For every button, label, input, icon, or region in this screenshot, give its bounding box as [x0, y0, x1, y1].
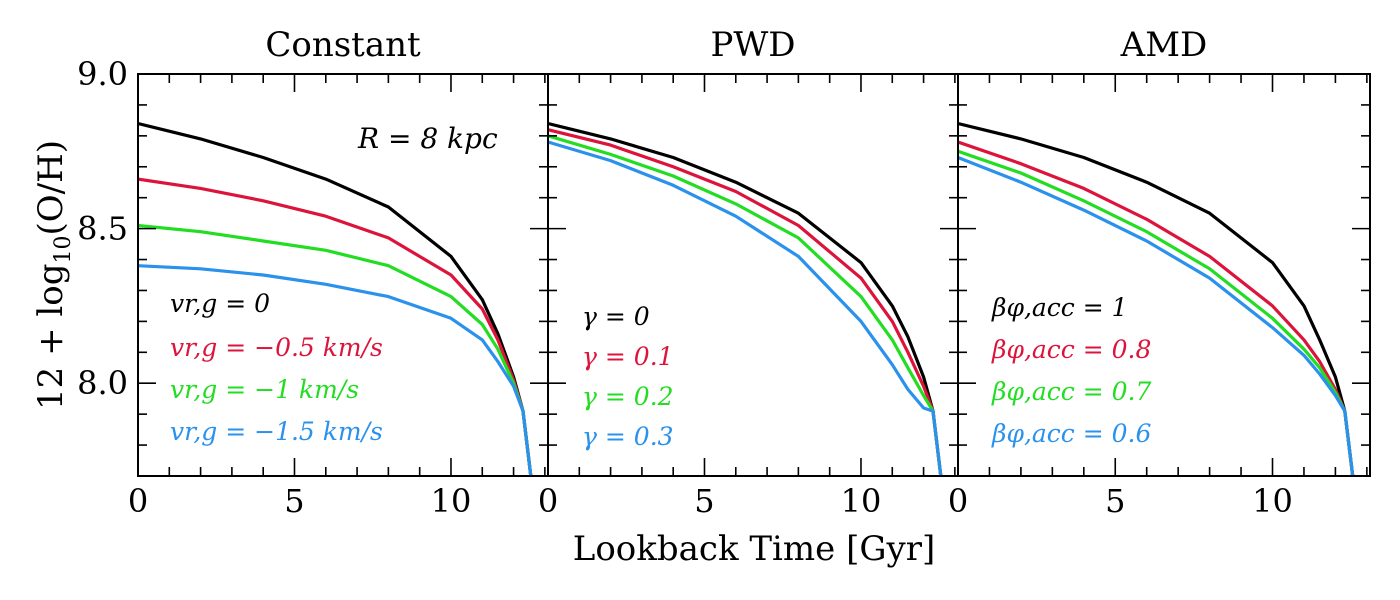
- y-axis-label: 12 + log10(O/H): [31, 140, 76, 410]
- series-line-2: [548, 134, 943, 476]
- x-tick-label: 10: [841, 482, 882, 520]
- x-tick-label: 10: [1252, 482, 1293, 520]
- legend-entry-3: vr,g = −1.5 km/s: [170, 417, 383, 446]
- x-tick-label: 0: [128, 482, 148, 520]
- y-tick-label: 9.0: [77, 55, 128, 93]
- legend-entry-0: vr,g = 0: [170, 289, 270, 318]
- series-line-3: [958, 156, 1355, 476]
- legend-entry-1: vr,g = −0.5 km/s: [170, 333, 383, 362]
- panel-frame: [957, 73, 1371, 477]
- legend-entry-2: vr,g = −1 km/s: [170, 375, 359, 404]
- panel-title: Constant: [265, 25, 421, 65]
- panel-constant: 0 5 10 9.0 8.5 8.0 Constant vr,g = 0 vr,g = −0.5…: [77, 25, 549, 520]
- series-line-3: [548, 140, 943, 476]
- panel-title: PWD: [710, 25, 795, 65]
- x-axis-label: Lookback Time [Gyr]: [573, 529, 935, 569]
- x-tick-label: 5: [284, 482, 304, 520]
- legend-entry-2: βφ,acc = 0.7: [991, 377, 1152, 406]
- legend-entry-0: γ = 0: [582, 302, 650, 331]
- radius-annotation: R = 8 kpc: [357, 122, 498, 155]
- legend-entry-1: βφ,acc = 0.8: [991, 335, 1151, 364]
- legend-entry-0: βφ,acc = 1: [991, 293, 1128, 322]
- series-line-0: [958, 121, 1355, 476]
- series-line-3: [138, 264, 533, 476]
- panel-pwd: 0 5 10 PWD γ = 0 γ = 0.1 γ = 0.2 γ = 0.3: [538, 25, 959, 520]
- x-tick-label: 5: [1105, 482, 1125, 520]
- panels-group: 0 5 10 9.0 8.5 8.0 Constant vr,g = 0 vr,g = −0.5…: [77, 25, 1371, 520]
- x-tick-label: 0: [538, 482, 558, 520]
- legend-entry-3: γ = 0.3: [582, 422, 674, 451]
- legend-entry-2: γ = 0.2: [582, 382, 674, 411]
- y-axis-label-main: 12 + log: [31, 264, 71, 410]
- series-line-1: [548, 128, 943, 476]
- y-tick-label: 8.0: [77, 364, 128, 402]
- legend-entry-1: γ = 0.1: [582, 342, 674, 371]
- legend-entry-3: βφ,acc = 0.6: [991, 419, 1152, 448]
- y-tick-label: 8.5: [77, 210, 128, 248]
- x-tick-label: 0: [948, 482, 968, 520]
- x-tick-label: 5: [694, 482, 714, 520]
- panel-title: AMD: [1120, 25, 1208, 65]
- y-axis-label-subscript: 10: [51, 236, 76, 264]
- y-axis-label-end: (O/H): [31, 140, 71, 236]
- series-line-0: [548, 121, 943, 476]
- x-tick-label: 10: [431, 482, 472, 520]
- panel-amd: 0 5 10 AMD βφ,acc = 1 βφ,acc = 0.8 βφ,acc = 0.…: [948, 25, 1371, 520]
- panel-frame: [547, 73, 959, 477]
